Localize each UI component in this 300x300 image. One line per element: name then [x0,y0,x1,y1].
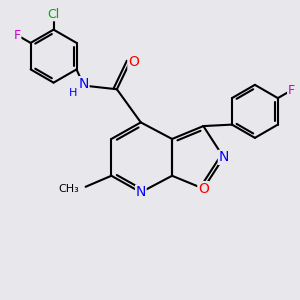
Text: CH₃: CH₃ [58,184,79,194]
Text: H: H [69,88,78,98]
Text: Cl: Cl [47,8,60,21]
Text: N: N [136,185,146,199]
Text: N: N [79,77,89,91]
Text: F: F [14,29,21,42]
Text: F: F [288,84,295,97]
Text: O: O [128,56,139,69]
Text: N: N [218,150,229,164]
Text: O: O [198,182,209,196]
